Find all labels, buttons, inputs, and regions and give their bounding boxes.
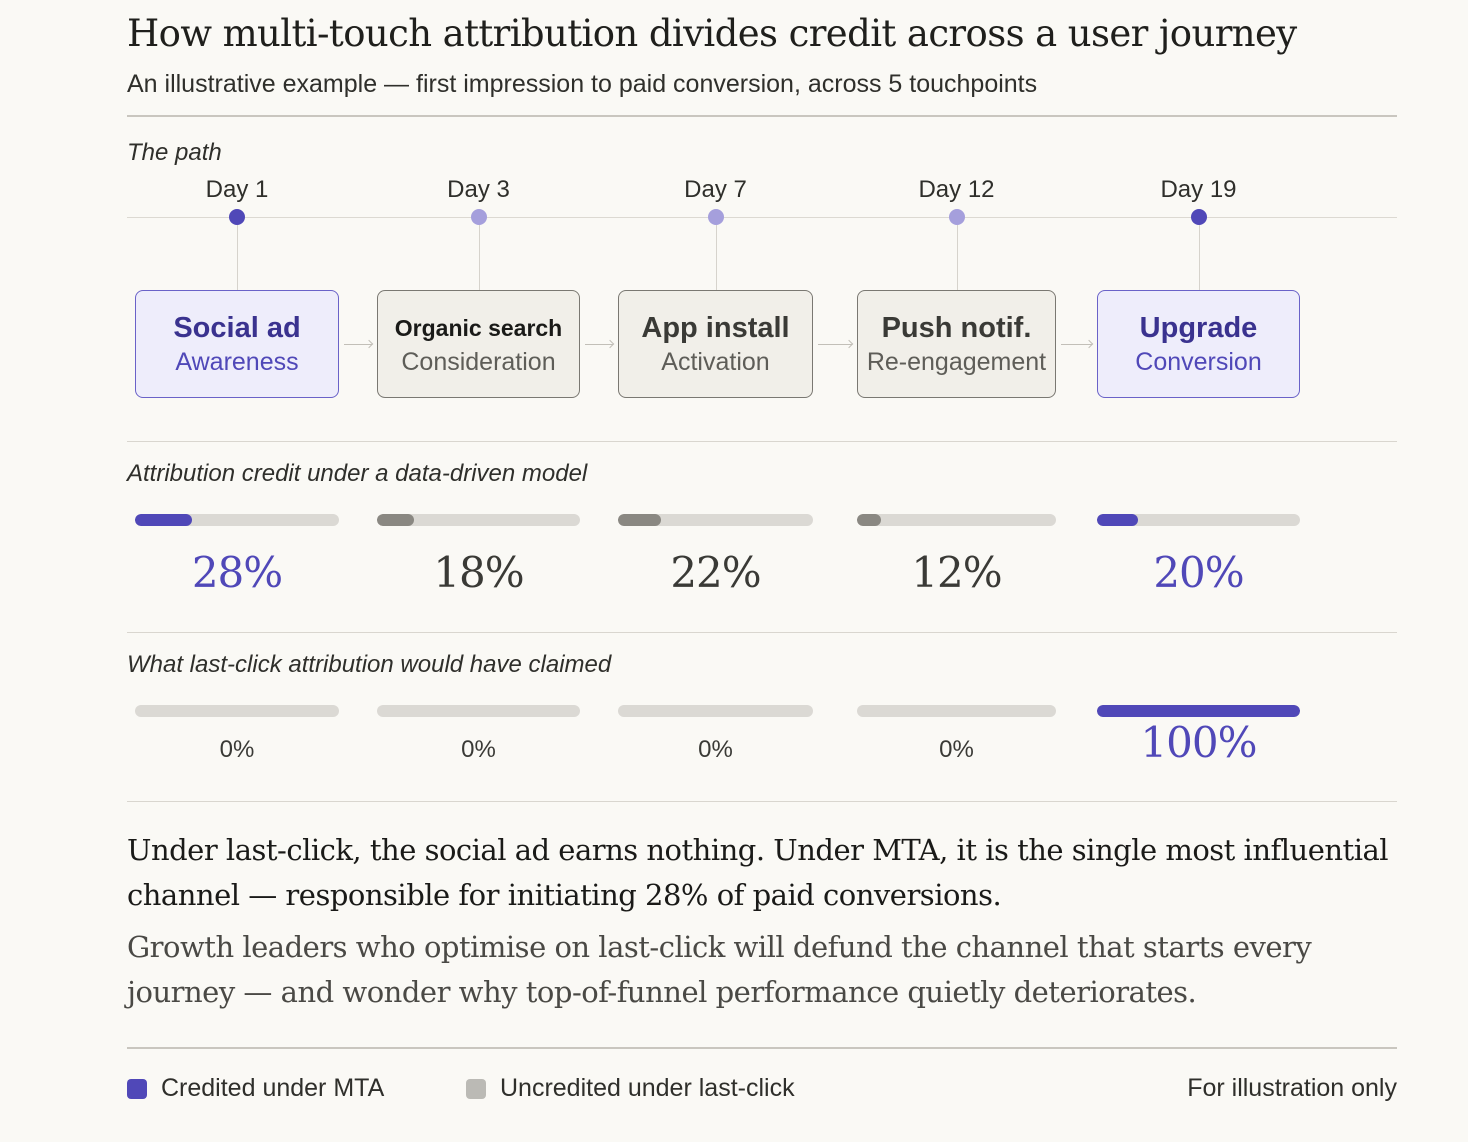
- day-label: Day 19: [1160, 176, 1237, 203]
- last-click-percent: 0%: [698, 736, 733, 763]
- path-section-label: The path: [127, 139, 222, 166]
- touchpoint-stage: Consideration: [401, 348, 556, 376]
- last-click-percent: 100%: [1140, 718, 1257, 767]
- mta-bar-track: [857, 514, 1056, 526]
- divider: [127, 115, 1397, 117]
- page-title: How multi-touch attribution divides cred…: [127, 12, 1297, 55]
- arrow-icon: [585, 344, 613, 345]
- legend-label: Uncredited under last-click: [500, 1074, 795, 1102]
- mta-percent: 20%: [1153, 548, 1244, 597]
- touchpoint-channel: Upgrade: [1139, 312, 1258, 344]
- mta-bar-fill: [618, 514, 661, 526]
- touchpoint-stage: Re-engagement: [866, 348, 1047, 376]
- arrow-icon: [818, 344, 852, 345]
- last-click-bar-track: [135, 705, 339, 717]
- connector-line: [237, 225, 238, 290]
- last-click-percent: 0%: [219, 736, 255, 763]
- touchpoint-card: Organic search Consideration: [377, 290, 580, 398]
- touchpoint-channel: Social ad: [173, 312, 301, 344]
- mta-bar-fill: [1097, 514, 1138, 526]
- mta-bar-track: [135, 514, 339, 526]
- last-click-bar-track: [377, 705, 580, 717]
- touchpoint-dot-icon: [948, 209, 965, 225]
- day-label: Day 7: [684, 176, 747, 203]
- last-click-percent: 0%: [461, 736, 496, 763]
- touchpoint-stage: Conversion: [1135, 348, 1262, 376]
- last-click-bar-track: [857, 705, 1056, 717]
- last-click-percent: 0%: [939, 736, 974, 763]
- touchpoint-stage: Activation: [661, 348, 770, 376]
- mta-bar-track: [1097, 514, 1300, 526]
- mta-percent: 28%: [191, 548, 283, 597]
- touchpoint-dot-icon: [707, 209, 724, 225]
- day-label: Day 12: [918, 176, 995, 203]
- mta-percent: 12%: [911, 548, 1002, 597]
- connector-line: [1198, 225, 1200, 290]
- touchpoint-dot-icon: [229, 209, 245, 225]
- timeline-line: [127, 217, 1397, 218]
- mta-bar-track: [377, 514, 580, 526]
- touchpoint-channel: Push notif.: [881, 312, 1032, 344]
- arrow-icon: [1061, 344, 1092, 345]
- mta-bar-fill: [377, 514, 414, 526]
- legend-label: Credited under MTA: [161, 1074, 385, 1102]
- legend-swatch-icon: [466, 1078, 486, 1099]
- conclusion-primary: Under last-click, the social ad earns no…: [127, 833, 1389, 912]
- divider: [127, 801, 1397, 802]
- touchpoint-card: App install Activation: [618, 290, 813, 398]
- page-subtitle: An illustrative example — first impressi…: [127, 70, 1038, 98]
- touchpoint-channel: App install: [641, 312, 790, 344]
- divider: [127, 1047, 1397, 1049]
- conclusion-secondary: Growth leaders who optimise on last-clic…: [127, 930, 1312, 1009]
- arrow-icon: [344, 344, 372, 345]
- mta-bar-fill: [135, 514, 193, 526]
- touchpoint-dot-icon: [1190, 209, 1207, 225]
- touchpoint-card: Push notif. Re-engagement: [857, 290, 1056, 398]
- divider: [127, 632, 1397, 633]
- legend-item-last-click: Uncredited under last-click: [466, 1074, 795, 1103]
- mta-percent: 18%: [433, 548, 524, 597]
- divider: [127, 441, 1397, 442]
- last-click-bar-track: [1097, 705, 1300, 717]
- illustration-note: For illustration only: [1187, 1074, 1397, 1102]
- touchpoint-channel: Organic search: [394, 315, 563, 341]
- last-click-bar-fill: [1097, 705, 1300, 717]
- last-click-bar-track: [618, 705, 813, 717]
- legend-swatch-icon: [127, 1078, 147, 1099]
- legend-item-mta: Credited under MTA: [127, 1074, 384, 1103]
- mta-bar-fill: [857, 514, 881, 526]
- touchpoint-stage: Awareness: [175, 348, 299, 376]
- connector-line: [956, 225, 958, 290]
- mta-percent: 22%: [670, 548, 761, 597]
- mta-section-label: Attribution credit under a data-driven m…: [127, 460, 588, 487]
- day-label: Day 3: [447, 176, 510, 203]
- last-click-section-label: What last-click attribution would have c…: [127, 651, 612, 678]
- touchpoint-dot-icon: [470, 209, 487, 225]
- day-label: Day 1: [205, 176, 269, 203]
- touchpoint-card: Upgrade Conversion: [1097, 290, 1300, 398]
- connector-line: [478, 225, 480, 290]
- connector-line: [715, 225, 717, 290]
- mta-bar-track: [618, 514, 813, 526]
- touchpoint-card: Social ad Awareness: [135, 290, 339, 398]
